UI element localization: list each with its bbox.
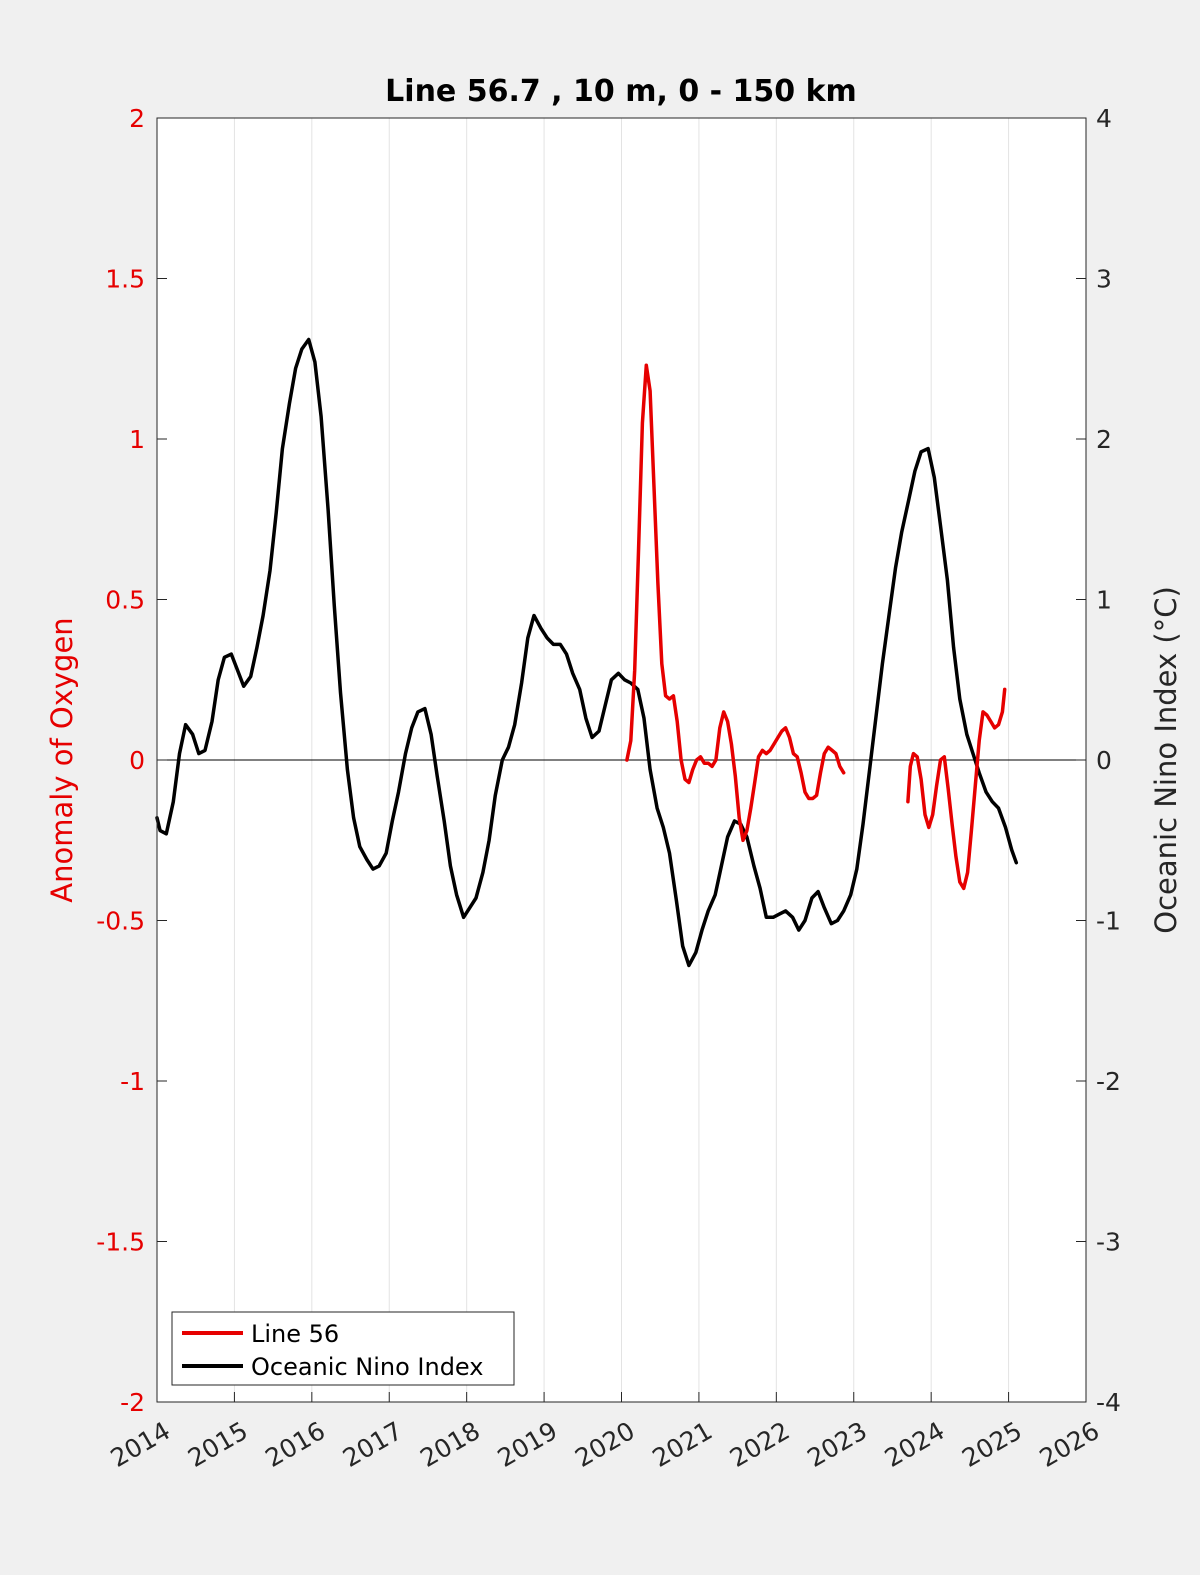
series-line-line-56 (906, 687, 1007, 891)
y-left-tick-label: 0 (129, 746, 145, 775)
legend-oni-label: Oceanic Nino Index (251, 1353, 483, 1381)
y-left-tick-label: 1 (129, 425, 145, 454)
series-layer (155, 337, 1019, 968)
y-left-tick-label: 2 (129, 104, 145, 133)
legend-box (171, 1311, 515, 1386)
y-axis-right-label: Oceanic Nino Index (°C) (1149, 586, 1183, 934)
y-left-tick-label: -1 (120, 1067, 145, 1096)
y-left-tick-label: 0.5 (105, 586, 145, 615)
y-right-tick-label: -2 (1096, 1067, 1121, 1096)
chart-title: Line 56.7 , 10 m, 0 - 150 km (385, 74, 857, 109)
y-right-tick-label: 0 (1096, 746, 1112, 775)
y-right-tick-label: -3 (1096, 1228, 1121, 1257)
y-right-tick-label: 2 (1096, 425, 1112, 454)
legend-line56-label: Line 56 (251, 1320, 339, 1348)
y-left-tick-label: 1.5 (105, 265, 145, 294)
y-right-tick-label: 1 (1096, 586, 1112, 615)
y-right-tick-label: -1 (1096, 907, 1121, 936)
y-right-tick-label: 3 (1096, 265, 1112, 294)
y-left-tick-label: -1.5 (96, 1228, 145, 1257)
series-line-line-56 (625, 363, 846, 843)
legend: Line 56 Oceanic Nino Index (171, 1311, 515, 1386)
y-right-tick-label: 4 (1096, 104, 1112, 133)
y-left-tick-label: -0.5 (96, 907, 145, 936)
series-line-oceanic-nino-index (155, 337, 1019, 968)
y-left-tick-label: -2 (120, 1388, 145, 1417)
y-axis-left-label: Anomaly of Oxygen (45, 617, 79, 902)
y-right-tick-label: -4 (1096, 1388, 1121, 1417)
